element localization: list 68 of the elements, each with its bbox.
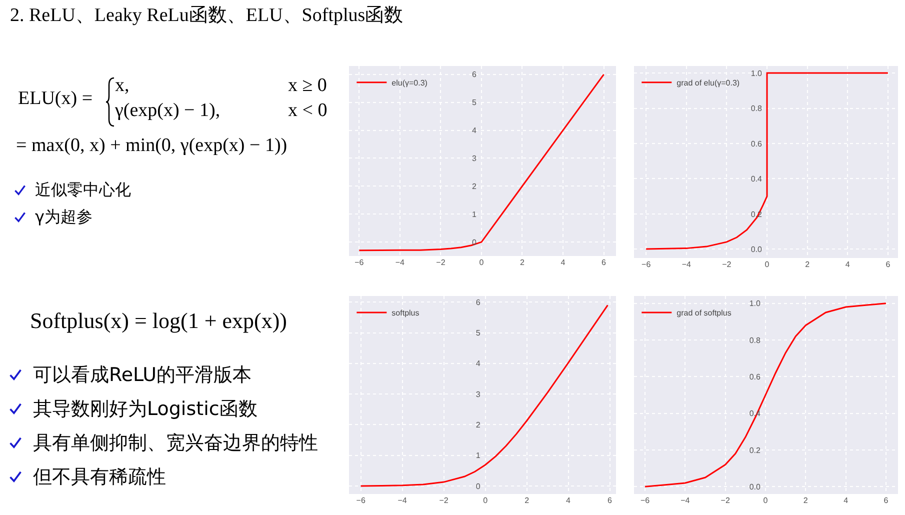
y-tick-label: 0.0 [750, 244, 763, 254]
text: 其导数刚好为Logistic函数 [33, 397, 258, 422]
x-tick-label: 4 [844, 496, 849, 505]
y-tick-label: 6 [476, 298, 481, 307]
y-tick-label: 1 [472, 210, 478, 219]
x-tick-label: −4 [680, 496, 690, 505]
x-tick-label: 6 [884, 496, 889, 505]
x-tick-label: 2 [803, 496, 808, 505]
x-tick-label: 0 [764, 260, 770, 269]
x-tick-label: −4 [682, 260, 692, 269]
text: γ(exp(x) − 1), [115, 100, 220, 122]
legend-label: elu(γ=0.3) [392, 78, 428, 88]
y-tick-label: 1.0 [749, 299, 762, 308]
y-tick-label: 0.8 [749, 336, 762, 345]
x-tick-label: 6 [608, 496, 613, 505]
text: ELU(x) = [18, 88, 93, 110]
y-tick-label: 1.0 [750, 68, 763, 78]
x-tick-label: −6 [640, 496, 650, 505]
text: 近似零中心化 [35, 180, 131, 201]
x-tick-label: −2 [720, 496, 730, 505]
x-tick-label: 2 [805, 260, 810, 269]
x-tick-label: 4 [560, 258, 566, 267]
x-tick-label: −6 [354, 258, 364, 267]
y-tick-label: 2 [476, 420, 481, 430]
text: 2. ReLU、Leaky ReLu函数、ELU、Softplus函数 [10, 4, 404, 28]
text: 但不具有稀疏性 [33, 465, 166, 490]
x-tick-label: 6 [602, 258, 607, 267]
y-tick-label: 0.0 [749, 482, 762, 492]
legend-label: grad of elu(γ=0.3) [676, 78, 740, 88]
y-tick-label: 0.2 [749, 446, 762, 455]
y-tick-label: 5 [472, 98, 478, 108]
y-tick-label: 2 [472, 182, 478, 191]
x-tick-label: −4 [398, 496, 408, 505]
y-tick-label: 0.8 [750, 104, 763, 114]
legend-label: grad of softplus [676, 308, 732, 318]
y-tick-label: 1 [476, 451, 481, 460]
y-tick-label: 3 [476, 390, 481, 399]
legend-label: softplus [392, 308, 420, 318]
y-tick-label: 4 [476, 359, 481, 368]
text: x, [115, 75, 130, 97]
x-tick-label: −2 [722, 260, 732, 269]
y-tick-label: 0.6 [750, 139, 763, 148]
y-tick-label: 0 [476, 482, 481, 491]
y-tick-label: 0.4 [750, 174, 763, 184]
x-tick-label: −2 [436, 258, 446, 267]
x-tick-label: 0 [483, 496, 488, 505]
text: 可以看成ReLU的平滑版本 [33, 363, 252, 388]
text: x ≥ 0 [288, 75, 327, 97]
y-tick-label: 6 [472, 70, 478, 80]
y-tick-label: 4 [472, 126, 478, 136]
text: 具有单侧抑制、宽兴奋边界的特性 [33, 431, 318, 456]
y-tick-label: 0.6 [749, 372, 762, 382]
x-tick-label: 4 [566, 496, 572, 505]
x-tick-label: −6 [642, 260, 652, 269]
text: Softplus(x) = log(1 + exp(x)) [30, 308, 287, 334]
x-tick-label: 2 [524, 496, 530, 505]
x-tick-label: 4 [845, 260, 850, 269]
text: = max(0, x) + min(0, γ(exp(x) − 1)) [16, 135, 288, 157]
x-tick-label: 0 [763, 496, 768, 505]
x-tick-label: 6 [886, 260, 891, 269]
x-tick-label: −4 [395, 258, 406, 267]
x-tick-label: −2 [439, 496, 449, 505]
x-tick-label: −6 [356, 496, 366, 505]
text: γ为超参 [35, 207, 92, 228]
y-tick-label: 5 [476, 328, 481, 338]
text: x < 0 [288, 100, 328, 122]
y-tick-label: 3 [472, 154, 478, 164]
x-tick-label: 2 [520, 258, 526, 267]
